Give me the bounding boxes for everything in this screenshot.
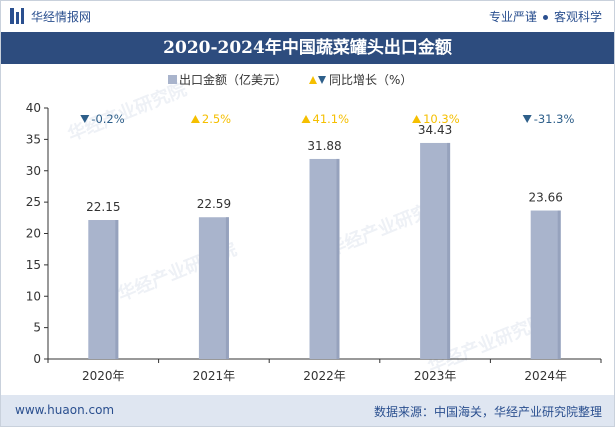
bar-value-label: 22.59 (197, 197, 231, 211)
legend-bar-label: 出口金额（亿美元） (179, 72, 287, 87)
bar-shade (447, 142, 451, 359)
growth-down-triangle-icon (80, 115, 90, 123)
y-tick-label: 20 (26, 227, 41, 241)
legend-down-triangle-icon (318, 76, 326, 84)
footer-website[interactable]: www.huaon.com (15, 403, 115, 417)
bar-value-label: 22.15 (86, 200, 120, 214)
bar (198, 217, 229, 359)
brand-name: 华经情报网 (31, 10, 92, 24)
growth-up-triangle-icon (190, 115, 200, 123)
bar-value-label: 23.66 (529, 191, 563, 205)
bar-shade (557, 210, 561, 359)
chart-title: 2020-2024年中国蔬菜罐头出口金额 (163, 38, 452, 58)
y-tick-label: 35 (26, 132, 41, 146)
top-bar: 华经情报网 专业严谨 客观科学 (1, 1, 614, 31)
y-tick-label: 0 (33, 352, 41, 366)
bar (88, 220, 119, 359)
y-tick-label: 30 (26, 164, 41, 178)
title-band: 2020-2024年中国蔬菜罐头出口金额 (1, 32, 614, 64)
growth-label: 41.1% (313, 112, 350, 126)
y-tick-label: 15 (26, 258, 41, 272)
bar (420, 142, 451, 359)
separator-dot-icon (542, 15, 548, 20)
growth-up-triangle-icon (412, 115, 422, 123)
bar-shade (336, 158, 340, 359)
bar-value-label: 31.88 (307, 139, 341, 153)
growth-label: 2.5% (202, 112, 231, 126)
growth-down-triangle-icon (522, 115, 532, 123)
x-tick-label: 2024年 (524, 369, 567, 383)
x-tick-label: 2023年 (414, 369, 457, 383)
y-tick-label: 5 (33, 321, 41, 335)
slogan-left: 专业严谨 (488, 10, 537, 24)
x-tick-label: 2020年 (82, 369, 125, 383)
growth-label: -0.2% (91, 112, 124, 126)
slogan-right: 客观科学 (553, 10, 602, 24)
footer: www.huaon.com 数据来源：中国海关，华经产业研究院整理 (1, 395, 614, 426)
y-tick-label: 40 (26, 101, 41, 115)
bar (530, 210, 561, 359)
logo-icon (10, 8, 24, 24)
bar-value-label: 34.43 (418, 123, 452, 137)
x-tick-label: 2022年 (303, 369, 346, 383)
slogan: 专业严谨 客观科学 (489, 8, 602, 25)
growth-up-triangle-icon (301, 115, 311, 123)
watermark-text-0: 华经产业研究院 (65, 78, 190, 146)
y-tick-label: 25 (26, 195, 41, 209)
legend-up-triangle-icon (309, 76, 317, 84)
legend-bar-swatch (168, 75, 177, 84)
growth-label: -31.3% (534, 112, 575, 126)
y-tick-label: 10 (26, 289, 41, 303)
footer-source: 数据来源：中国海关，华经产业研究院整理 (373, 405, 602, 419)
x-tick-label: 2021年 (193, 369, 236, 383)
bar-shade (115, 220, 119, 359)
bar (309, 158, 340, 359)
growth-label: 10.3% (423, 112, 460, 126)
legend-growth-label: 同比增长（%） (329, 73, 412, 87)
bar-shade (225, 217, 229, 359)
